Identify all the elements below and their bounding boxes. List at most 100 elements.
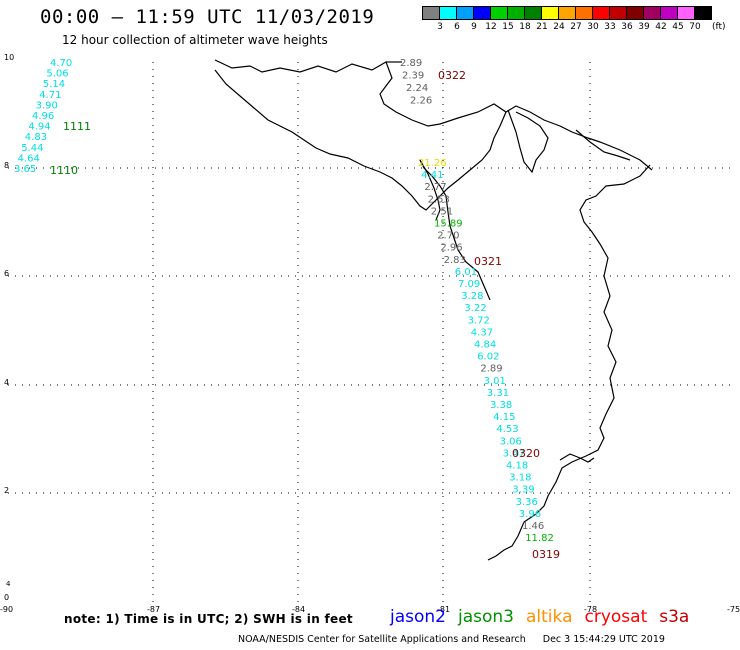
pass-id-label: 1110 (50, 164, 78, 177)
colorbar-tick-label: 27 (570, 22, 582, 32)
swh-value: 2.96 (440, 243, 462, 254)
colorbar-tick-label: 12 (485, 22, 497, 32)
colorbar-swatch (694, 6, 712, 20)
satellite-altika: altika (526, 607, 573, 627)
swh-value: 3.72 (468, 315, 490, 326)
swh-value: 1.46 (522, 521, 544, 532)
swh-value: 4.15 (493, 412, 515, 423)
colorbar-tick-label: 15 (502, 22, 514, 32)
swh-value: 3.06 (500, 436, 522, 447)
swh-value: 2.39 (402, 71, 424, 82)
swh-value: 2.51 (431, 206, 453, 217)
footer: NOAA/NESDIS Center for Satellite Applica… (238, 634, 679, 645)
swh-value: 21.26 (418, 158, 447, 169)
x-tick-label: -90 (0, 605, 13, 614)
swh-value: 6.02 (477, 352, 499, 363)
colorbar-unit: (ft) (712, 22, 726, 32)
swh-value: 2.53 (428, 194, 450, 205)
colorbar-tick-label: 42 (655, 22, 667, 32)
swh-value: 5.14 (43, 79, 65, 90)
y-tick-label: 2 (4, 486, 9, 495)
swh-value: 3.01 (484, 376, 506, 387)
pass-id-label: 1111 (63, 120, 91, 133)
pass-id-label: 0319 (532, 548, 560, 561)
swh-value: 5.06 (46, 69, 68, 80)
swh-value: 4.84 (474, 340, 496, 351)
y-tick-label: 10 (4, 53, 14, 62)
colorbar-tick-label: 36 (621, 22, 633, 32)
x-tick-label: -81 (437, 605, 450, 614)
swh-value: 4.64 (18, 153, 40, 164)
swh-value: 15.89 (434, 219, 463, 230)
swh-value: 3.22 (464, 303, 486, 314)
satellite-jason2: jason2 (390, 607, 446, 627)
map-title: 00:00 – 11:59 UTC 11/03/2019 (40, 6, 375, 28)
colorbar-tick-label: 6 (454, 22, 460, 32)
swh-value: 3.90 (36, 100, 58, 111)
colorbar-tick-label: 33 (604, 22, 616, 32)
footer-timestamp: Dec 3 15:44:29 UTC 2019 (542, 634, 665, 645)
swh-value: 2.26 (410, 96, 432, 107)
swh-value: 5.44 (21, 143, 43, 154)
swh-value: 3.47 (503, 448, 525, 459)
swh-value: 4.18 (506, 461, 528, 472)
swh-value: 4.70 (50, 58, 72, 69)
pass-id-label: 0322 (438, 69, 466, 82)
swh-value: 4.71 (39, 90, 61, 101)
swh-value: 3.96 (519, 509, 541, 520)
swh-value: 11.82 (525, 533, 554, 544)
map-subtitle: 12 hour collection of altimeter wave hei… (62, 33, 328, 47)
swh-value: 3.18 (509, 473, 531, 484)
swh-value: 3.36 (516, 497, 538, 508)
colorbar-legend (422, 6, 712, 20)
y-tick-label: 6 (4, 269, 9, 278)
colorbar-tick-label: 9 (471, 22, 477, 32)
swh-value: 2.24 (406, 83, 428, 94)
tick-mark-label: 4 (6, 580, 11, 588)
y-tick-label: 0 (4, 593, 9, 602)
colorbar-tick-label: 39 (638, 22, 650, 32)
swh-value: 4.53 (496, 424, 518, 435)
colorbar-tick-label: 18 (519, 22, 531, 32)
swh-value: 3.31 (487, 388, 509, 399)
swh-value: 2.77 (424, 182, 446, 193)
swh-value: 2.83 (444, 255, 466, 266)
swh-value: 2.89 (400, 58, 422, 69)
x-tick-label: -78 (584, 605, 597, 614)
x-tick-label: -84 (292, 605, 305, 614)
colorbar-tick-label: 24 (553, 22, 565, 32)
colorbar-tick-label: 70 (689, 22, 701, 32)
swh-value: 7.09 (458, 279, 480, 290)
swh-value: 4.37 (471, 327, 493, 338)
y-tick-label: 4 (4, 378, 9, 387)
pass-id-label: 0321 (474, 255, 502, 268)
swh-value: 2.70 (437, 231, 459, 242)
x-tick-label: -87 (147, 605, 160, 614)
colorbar-tick-label: 3 (437, 22, 443, 32)
colorbar-tick-label: 30 (587, 22, 599, 32)
swh-value: 6.01 (455, 267, 477, 278)
lat-lon-grid (8, 62, 735, 603)
swh-value: 3.39 (512, 485, 534, 496)
footer-org: NOAA/NESDIS Center for Satellite Applica… (238, 634, 526, 645)
swh-value: 4.83 (25, 132, 47, 143)
swh-value: 3.28 (461, 291, 483, 302)
satellite-cryosat: cryosat (584, 607, 648, 627)
pass-id-label: 0320 (512, 447, 540, 460)
swh-value: 2.89 (480, 364, 502, 375)
coastline (214, 59, 653, 561)
y-tick-label: 8 (4, 161, 9, 170)
swh-value: 4.94 (28, 122, 50, 133)
colorbar-tick-label: 45 (672, 22, 684, 32)
x-tick-label: -75 (727, 605, 740, 614)
swh-value: 3.65 (14, 164, 36, 175)
footnote: note: 1) Time is in UTC; 2) SWH is in fe… (64, 612, 353, 626)
colorbar-tick-label: 21 (536, 22, 548, 32)
satellite-jason3: jason3 (458, 607, 514, 627)
swh-value: 3.38 (490, 400, 512, 411)
colorbar-labels: 3 6 9 12 15 18 21 24 27 30 33 36 39 42 45 70 (422, 22, 740, 34)
satellite-legend: jason2 jason3 altika cryosat s3a (390, 607, 701, 627)
swh-value: 4.41 (421, 170, 443, 181)
satellite-s3a: s3a (659, 607, 690, 627)
swh-value: 4.96 (32, 111, 54, 122)
